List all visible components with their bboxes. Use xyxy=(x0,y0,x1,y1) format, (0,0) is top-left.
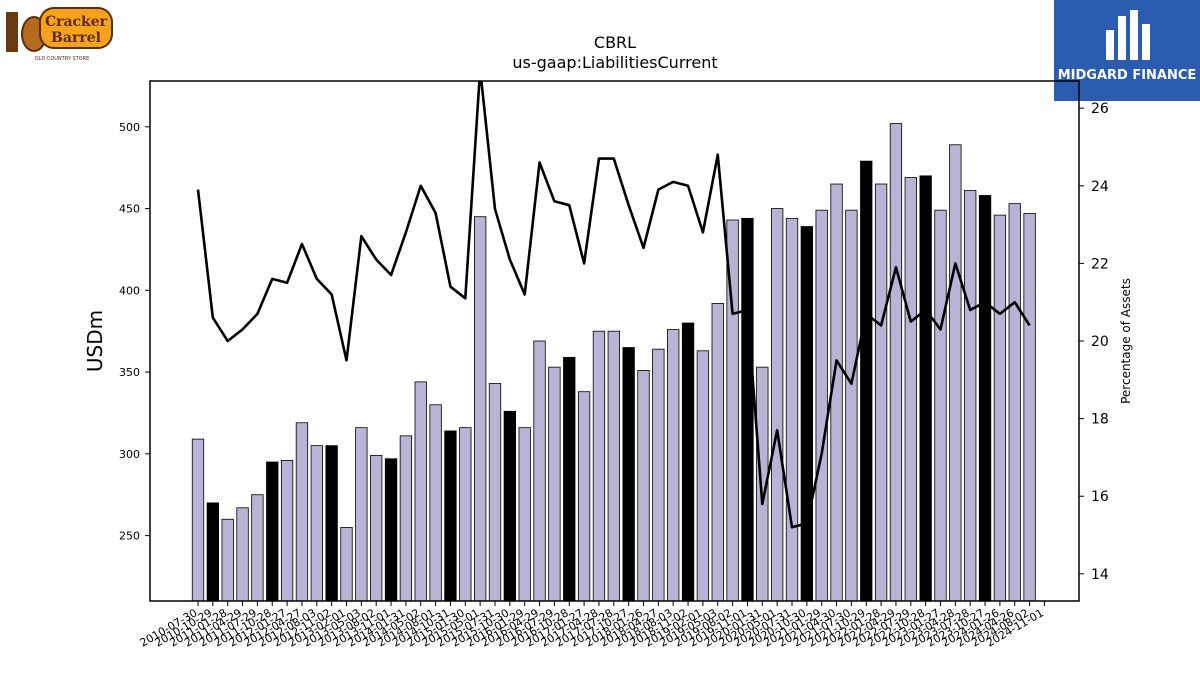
bar xyxy=(696,350,710,602)
bar xyxy=(993,214,1007,602)
bar xyxy=(503,410,517,602)
bar xyxy=(399,435,413,602)
bar xyxy=(325,445,338,602)
y2-axis-label: Percentage of Assets xyxy=(1119,278,1133,404)
bar xyxy=(815,209,828,602)
bar xyxy=(429,404,442,602)
bar xyxy=(236,507,249,602)
bar xyxy=(206,502,220,602)
bar xyxy=(488,383,502,602)
midgard-emblem-icon xyxy=(1106,10,1150,60)
bar xyxy=(221,518,234,602)
rocking-chair-icon xyxy=(6,12,18,52)
bar xyxy=(845,209,858,602)
bar xyxy=(949,144,962,602)
y-axis-right: 14 16 18 20 22 24 26 xyxy=(1079,101,1109,583)
logo-line2: Barrel xyxy=(51,30,101,46)
y-axis-left: 250 300 350 400 450 500 xyxy=(119,121,150,543)
bar xyxy=(592,330,606,602)
y-tick-label: 300 xyxy=(119,448,140,461)
cracker-barrel-logo: Cracker Barrel OLD COUNTRY STORE xyxy=(4,4,116,64)
bar xyxy=(518,427,531,602)
line-series xyxy=(196,81,1031,529)
bar-series xyxy=(191,123,1036,602)
bar xyxy=(355,427,368,602)
bar xyxy=(741,217,754,602)
logo-line1: Cracker xyxy=(45,14,108,30)
chart-subtitle: us-gaap:LiabilitiesCurrent xyxy=(512,53,717,72)
y2-tick-label: 16 xyxy=(1091,489,1109,505)
y-tick-label: 400 xyxy=(119,284,140,297)
y-tick-label: 250 xyxy=(119,530,140,543)
bar xyxy=(280,459,294,602)
bar xyxy=(771,208,784,602)
bar xyxy=(934,209,947,602)
bar xyxy=(681,322,695,602)
bar xyxy=(577,391,591,602)
bar xyxy=(800,226,813,602)
bar xyxy=(785,217,799,602)
bar xyxy=(384,458,398,602)
bar xyxy=(874,183,888,602)
logo-tagline: OLD COUNTRY STORE xyxy=(35,56,90,62)
bar xyxy=(889,123,903,602)
bar xyxy=(251,494,264,602)
y-tick-label: 350 xyxy=(119,366,140,379)
bar xyxy=(1008,203,1021,602)
bar xyxy=(978,195,992,602)
bar xyxy=(607,330,620,602)
bar xyxy=(919,175,932,602)
bar xyxy=(310,445,323,602)
bar xyxy=(860,160,873,602)
bar xyxy=(1023,213,1036,602)
bar xyxy=(652,348,665,602)
bar xyxy=(622,347,635,602)
bar xyxy=(533,340,546,602)
x-axis: 2010-07-302010-10-292011-01-282011-04-29… xyxy=(138,601,1046,650)
midgard-finance-text: MIDGARD FINANCE xyxy=(1057,68,1197,83)
y-tick-label: 500 xyxy=(119,121,140,134)
bar xyxy=(370,455,383,602)
logo-badge xyxy=(39,7,113,49)
chart-title: CBRL xyxy=(594,33,636,52)
y-axis-label: USDm xyxy=(83,310,107,372)
y2-tick-label: 26 xyxy=(1091,101,1109,117)
bar xyxy=(473,216,487,602)
y2-tick-label: 24 xyxy=(1091,179,1109,195)
bar xyxy=(548,366,561,602)
y2-tick-label: 22 xyxy=(1091,256,1109,272)
bar xyxy=(711,302,724,602)
bar xyxy=(266,461,279,602)
y2-tick-label: 14 xyxy=(1091,567,1109,583)
bar xyxy=(414,381,427,602)
percentage-line xyxy=(196,81,1031,529)
bar xyxy=(191,438,205,602)
bar xyxy=(904,177,917,602)
bar xyxy=(563,356,576,602)
bar xyxy=(444,430,457,602)
bar xyxy=(964,190,977,602)
bar xyxy=(459,427,472,602)
bar xyxy=(295,422,309,602)
bar xyxy=(340,527,353,602)
y2-tick-label: 20 xyxy=(1091,334,1109,350)
bar xyxy=(637,370,650,602)
y2-tick-label: 18 xyxy=(1091,412,1109,428)
bar xyxy=(667,329,680,602)
y-tick-label: 450 xyxy=(119,203,140,216)
